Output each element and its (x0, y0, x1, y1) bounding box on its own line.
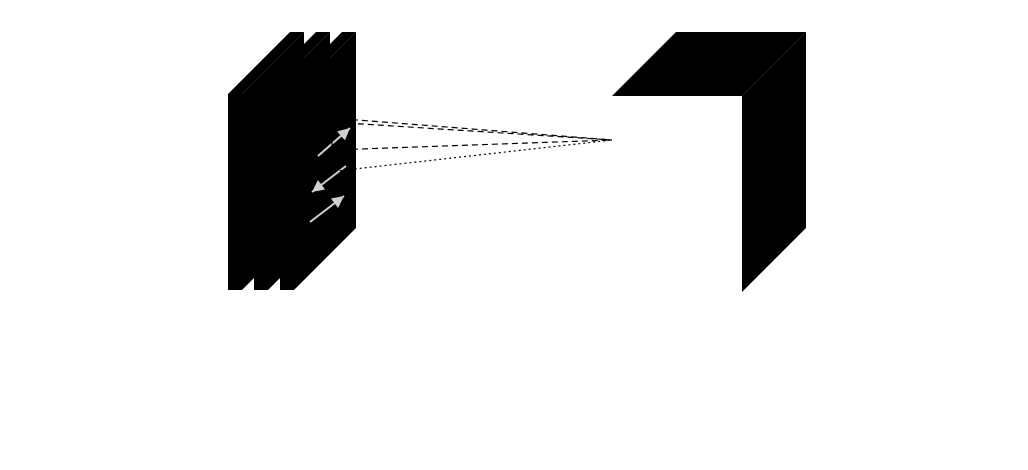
red-channel-top (228, 32, 304, 94)
red-channel-front (228, 94, 242, 290)
arrow-up-right-1 (317, 127, 351, 157)
projection-line-3 (309, 139, 613, 175)
blue-channel-front (280, 94, 294, 290)
green-channel-front (254, 94, 268, 290)
projection-line-2 (331, 139, 613, 151)
blue-channel (280, 32, 356, 290)
projection-lines (267, 117, 613, 175)
blue-channel-side (294, 32, 356, 290)
projection-line-4 (267, 117, 613, 141)
arrow-up-right-2 (309, 195, 345, 223)
output-side (742, 32, 806, 292)
green-channel-top (254, 32, 330, 94)
kernel-bottom-right (309, 149, 333, 175)
projection-line-1 (331, 117, 613, 141)
output-volume (612, 32, 806, 292)
blue-channel-top (280, 32, 356, 94)
output-top (612, 32, 806, 96)
